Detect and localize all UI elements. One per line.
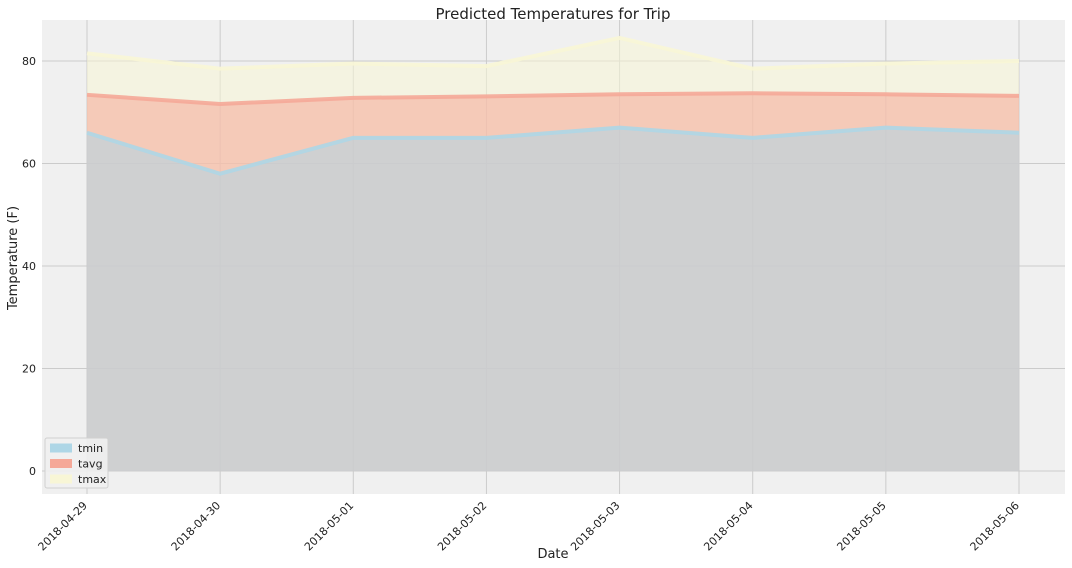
- legend: tmin tavg tmax: [44, 437, 109, 489]
- x-tick-labels: 2018-04-29 2018-04-30 2018-05-01 2018-05-02…: [36, 499, 1022, 553]
- legend-swatch-tmax: [50, 474, 72, 484]
- y-axis-label: Temperature (F): [6, 206, 21, 311]
- y-tick-labels: 0 20 40 60 80: [22, 55, 36, 478]
- x-tick-label: 2018-05-06: [968, 499, 1022, 553]
- line-tavg: [86, 91, 1020, 107]
- x-tick-label: 2018-05-02: [435, 499, 489, 553]
- x-tick-label: 2018-04-30: [169, 499, 223, 553]
- y-tick-label: 20: [22, 362, 36, 375]
- line-tmax: [86, 35, 1020, 71]
- legend-swatch-tavg: [50, 459, 72, 468]
- legend-label-tmax: tmax: [78, 473, 107, 486]
- series-lines: [86, 35, 1020, 176]
- y-tick-label: 0: [29, 465, 36, 478]
- x-axis-label: Date: [537, 547, 568, 562]
- y-tick-label: 40: [22, 260, 36, 273]
- legend-label-tavg: tavg: [78, 458, 103, 471]
- line-tmin: [86, 125, 1020, 176]
- y-tick-label: 60: [22, 157, 36, 170]
- x-tick-label: 2018-05-01: [302, 499, 356, 553]
- legend-swatch-tmin: [50, 443, 72, 453]
- x-tick-label: 2018-05-04: [701, 499, 755, 553]
- x-tick-label: 2018-05-05: [834, 499, 888, 553]
- x-tick-label: 2018-05-03: [568, 499, 622, 553]
- x-tick-label: 2018-04-29: [36, 499, 90, 553]
- legend-label-tmin: tmin: [78, 442, 103, 455]
- y-tick-label: 80: [22, 55, 36, 68]
- chart-title: Predicted Temperatures for Trip: [436, 5, 671, 23]
- area-tmin: [87, 127, 1019, 471]
